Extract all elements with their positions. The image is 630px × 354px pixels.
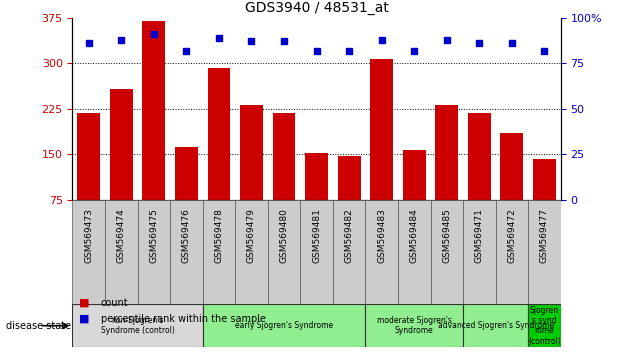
Bar [203,200,235,304]
Text: ■: ■ [79,314,89,324]
Bar [496,200,528,304]
Bar [528,304,561,347]
Text: GSM569484: GSM569484 [410,209,419,263]
Text: Sjogren
s synd
rome
(control): Sjogren s synd rome (control) [528,306,561,346]
Point [410,48,420,53]
Text: GSM569485: GSM569485 [442,209,451,263]
Bar [268,200,301,304]
Text: disease state: disease state [6,321,71,331]
Text: GSM569478: GSM569478 [214,209,224,263]
Bar [528,200,561,304]
Text: GSM569477: GSM569477 [540,209,549,263]
Text: GSM569481: GSM569481 [312,209,321,263]
Bar [463,304,528,347]
Point [312,48,322,53]
Point [507,40,517,46]
Bar [338,156,360,246]
Bar [333,200,365,304]
Bar [77,113,100,246]
Point [474,40,484,46]
Text: GSM569479: GSM569479 [247,209,256,263]
Point [279,39,289,44]
Point [442,37,452,42]
Bar [273,113,295,246]
Bar [365,304,463,347]
Bar [137,200,170,304]
Point [344,48,354,53]
Point [246,39,256,44]
Bar [170,200,203,304]
Bar [500,133,524,246]
Point [84,40,94,46]
Bar [463,200,496,304]
Text: GSM569473: GSM569473 [84,209,93,263]
Text: GSM569482: GSM569482 [345,209,353,263]
Text: GSM569480: GSM569480 [280,209,289,263]
Point [214,35,224,41]
Text: advanced Sjogren's Syndrome: advanced Sjogren's Syndrome [438,321,554,330]
Bar [72,200,105,304]
Bar [105,200,137,304]
Bar [110,89,133,246]
Bar [403,150,426,246]
Title: GDS3940 / 48531_at: GDS3940 / 48531_at [244,1,389,15]
Bar [370,59,393,246]
Point [181,48,192,53]
Bar [175,147,198,246]
Point [116,37,126,42]
Bar [235,200,268,304]
Bar [301,200,333,304]
Text: percentile rank within the sample: percentile rank within the sample [101,314,266,324]
Bar [398,200,430,304]
Text: GSM569472: GSM569472 [507,209,517,263]
Bar [430,200,463,304]
Text: GSM569483: GSM569483 [377,209,386,263]
Bar [142,21,165,246]
Bar [207,68,231,246]
Point [149,31,159,37]
Bar [533,159,556,246]
Bar [365,200,398,304]
Bar [240,104,263,246]
Text: GSM569474: GSM569474 [117,209,126,263]
Text: GSM569475: GSM569475 [149,209,158,263]
Text: ■: ■ [79,298,89,308]
Point [377,37,387,42]
Bar [435,104,458,246]
Bar [72,304,203,347]
Text: early Sjogren's Syndrome: early Sjogren's Syndrome [235,321,333,330]
Bar [203,304,365,347]
Text: count: count [101,298,129,308]
Text: GSM569471: GSM569471 [475,209,484,263]
Text: GSM569476: GSM569476 [182,209,191,263]
Bar [468,113,491,246]
Point [539,48,549,53]
Text: non-Sjogren's
Syndrome (control): non-Sjogren's Syndrome (control) [101,316,175,335]
Bar [305,153,328,246]
Text: moderate Sjogren's
Syndrome: moderate Sjogren's Syndrome [377,316,452,335]
